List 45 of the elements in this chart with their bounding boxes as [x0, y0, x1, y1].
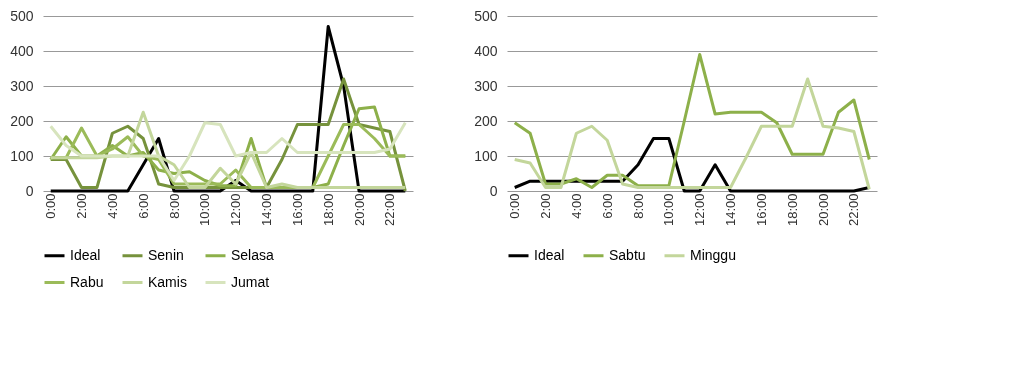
legend-label: Sabtu — [609, 246, 646, 263]
x-tick-label: 10:00 — [661, 193, 677, 227]
x-tick-label: 22:00 — [846, 193, 862, 227]
y-tick-label: 200 — [10, 112, 34, 129]
x-tick-label: 10:00 — [197, 193, 213, 227]
x-tick-label: 14:00 — [259, 193, 275, 227]
x-tick-label: 6:00 — [599, 193, 615, 219]
y-tick-label: 100 — [10, 147, 34, 164]
y-tick-label: 300 — [474, 77, 498, 94]
legend-label: Kamis — [148, 273, 187, 290]
x-tick-label: 6:00 — [135, 193, 151, 219]
x-tick-label: 12:00 — [228, 193, 244, 227]
x-tick-label: 4:00 — [568, 193, 584, 219]
legend-label: Ideal — [534, 246, 565, 263]
x-tick-label: 20:00 — [815, 193, 831, 227]
x-tick-label: 0:00 — [507, 193, 523, 219]
x-tick-label: 2:00 — [74, 193, 90, 219]
x-tick-label: 18:00 — [784, 193, 800, 227]
legend-label: Selasa — [231, 246, 275, 263]
x-tick-label: 12:00 — [692, 193, 708, 227]
x-tick-label: 8:00 — [630, 193, 646, 219]
y-tick-label: 500 — [474, 7, 498, 24]
y-tick-label: 100 — [474, 147, 498, 164]
y-tick-label: 0 — [489, 182, 498, 199]
y-tick-label: 0 — [25, 182, 34, 199]
legend-label: Minggu — [690, 246, 736, 263]
x-tick-label: 16:00 — [753, 193, 769, 227]
y-tick-label: 300 — [10, 77, 34, 94]
x-tick-label: 20:00 — [351, 193, 367, 227]
legend-label: Ideal — [70, 246, 101, 263]
y-tick-label: 200 — [474, 112, 498, 129]
legend-label: Rabu — [70, 273, 104, 290]
x-tick-label: 4:00 — [104, 193, 120, 219]
y-tick-label: 500 — [10, 7, 34, 24]
legend-label: Jumat — [231, 273, 270, 290]
x-tick-label: 22:00 — [382, 193, 398, 227]
legend-label: Senin — [148, 246, 184, 263]
x-tick-label: 14:00 — [723, 193, 739, 227]
x-tick-label: 0:00 — [43, 193, 59, 219]
x-tick-label: 8:00 — [166, 193, 182, 219]
y-tick-label: 400 — [10, 42, 34, 59]
x-tick-label: 16:00 — [289, 193, 305, 227]
x-tick-label: 18:00 — [320, 193, 336, 227]
y-tick-label: 400 — [474, 42, 498, 59]
x-tick-label: 2:00 — [538, 193, 554, 219]
